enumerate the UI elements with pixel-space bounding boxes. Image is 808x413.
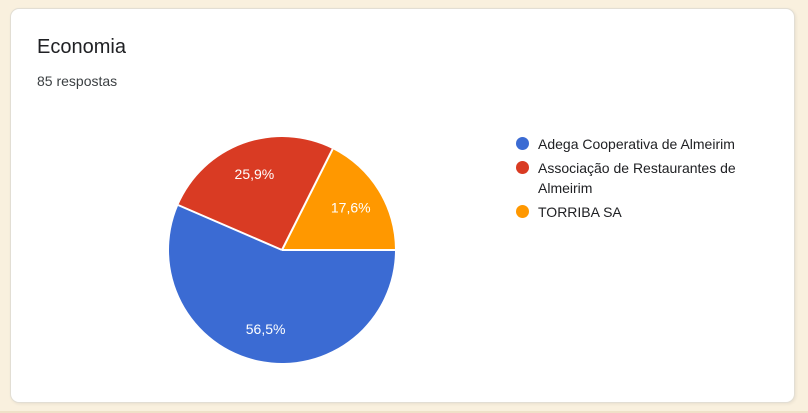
- pie-slice-label: 25,9%: [235, 166, 275, 182]
- pie-slice-1[interactable]: [169, 205, 395, 363]
- legend-dot-icon: [516, 161, 529, 174]
- pie-slice-label: 17,6%: [331, 200, 371, 216]
- legend-dot-icon: [516, 137, 529, 150]
- legend-item-1: Adega Cooperativa de Almeirim: [516, 134, 768, 154]
- summary-card: Economia 85 respostas 56,5% 25,9% 17,6% Ad…: [10, 8, 795, 403]
- pie-chart: 56,5% 25,9% 17,6%: [169, 137, 395, 363]
- legend-label: TORRIBA SA: [538, 204, 622, 220]
- pie-svg: 56,5% 25,9% 17,6%: [169, 137, 395, 363]
- response-count: 85 respostas: [37, 73, 118, 89]
- legend-label: Adega Cooperativa de Almeirim: [538, 136, 735, 152]
- legend-dot-icon: [516, 205, 529, 218]
- legend-item-3: TORRIBA SA: [516, 202, 768, 222]
- legend-label: Associação de Restaurantes de Almeirim: [538, 160, 736, 196]
- page-divider: [0, 411, 808, 413]
- chart-legend: Adega Cooperativa de Almeirim Associação …: [516, 134, 768, 226]
- question-title: Economia: [37, 36, 126, 58]
- legend-item-2: Associação de Restaurantes de Almeirim: [516, 158, 768, 198]
- pie-slice-label: 56,5%: [246, 321, 286, 337]
- slice-separator: [177, 204, 283, 251]
- slice-separator: [281, 148, 334, 251]
- pie-slice-3[interactable]: [282, 148, 395, 250]
